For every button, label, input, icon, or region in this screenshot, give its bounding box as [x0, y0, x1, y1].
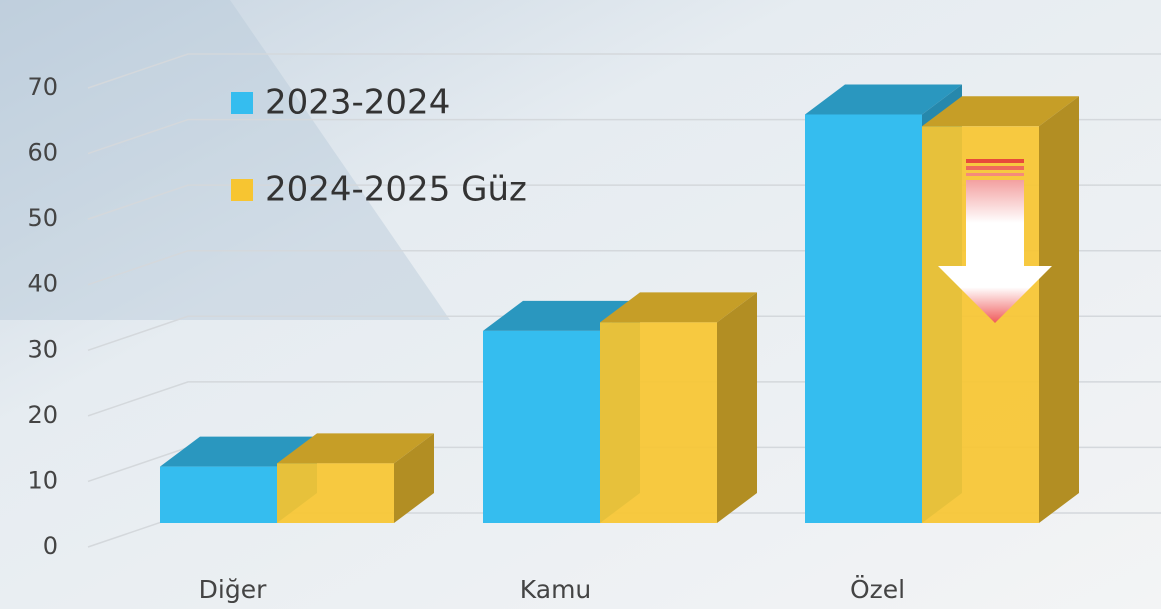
bar — [600, 322, 717, 523]
bar-top — [922, 96, 1079, 127]
x-tick-label: Kamu — [520, 575, 591, 604]
bar — [483, 330, 600, 523]
bar — [277, 463, 394, 523]
y-tick-label: 20 — [27, 401, 58, 429]
legend: 2023-2024 2024-2025 Güz — [231, 83, 527, 210]
bar-side — [717, 292, 757, 523]
bar-top — [160, 436, 317, 467]
arrow-body — [938, 180, 1052, 323]
arrow-stripe — [966, 166, 1024, 170]
y-tick-label: 60 — [27, 139, 58, 167]
bar-top — [805, 84, 962, 115]
y-tick-label: 0 — [43, 532, 58, 560]
bar-side — [1039, 96, 1079, 524]
y-tick-label: 30 — [27, 335, 58, 363]
legend-swatch — [231, 179, 253, 201]
y-tick-label: 10 — [27, 466, 58, 494]
bar-top — [600, 292, 757, 323]
grid-line — [87, 53, 1161, 89]
y-tick-label: 50 — [27, 204, 58, 232]
bar-side — [394, 433, 434, 523]
legend-label: 2023-2024 — [265, 83, 450, 123]
arrow-stripe — [966, 159, 1024, 163]
x-tick-label: Özel — [850, 575, 905, 604]
y-tick-label: 40 — [27, 270, 58, 298]
legend-label: 2024-2025 Güz — [265, 170, 527, 210]
arrow-stripe — [966, 173, 1024, 176]
bar — [805, 114, 922, 524]
bar-top — [277, 433, 434, 464]
bar — [160, 466, 277, 523]
down-arrow — [938, 159, 1052, 323]
x-tick-label: Diğer — [199, 575, 267, 604]
legend-swatch — [231, 92, 253, 114]
bars: Diğer Kamu Özel — [160, 84, 1079, 604]
y-tick-label: 70 — [27, 73, 58, 101]
